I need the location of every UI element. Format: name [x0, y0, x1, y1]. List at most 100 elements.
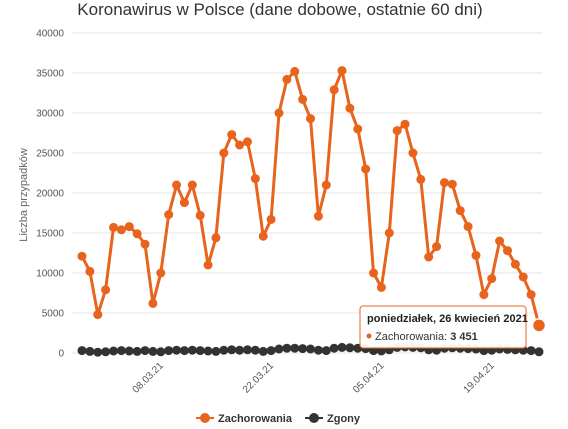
- data-point-zgony[interactable]: [227, 345, 237, 355]
- data-point-zachorowania[interactable]: [447, 179, 457, 189]
- data-point-zgony[interactable]: [258, 346, 268, 356]
- data-point-zachorowania[interactable]: [479, 290, 489, 300]
- data-point-zachorowania[interactable]: [518, 272, 528, 282]
- data-point-zachorowania[interactable]: [306, 114, 315, 124]
- data-point-zachorowania[interactable]: [439, 178, 449, 188]
- data-point-zachorowania[interactable]: [282, 74, 292, 84]
- data-point-zachorowania[interactable]: [85, 266, 95, 276]
- data-point-zgony[interactable]: [298, 344, 308, 354]
- data-point-zgony[interactable]: [132, 346, 142, 356]
- data-point-zachorowania[interactable]: [369, 268, 379, 278]
- data-point-zachorowania[interactable]: [77, 251, 87, 261]
- data-point-zgony[interactable]: [195, 346, 205, 356]
- data-point-zachorowania[interactable]: [140, 239, 150, 249]
- data-point-zgony[interactable]: [321, 346, 331, 356]
- data-point-zgony[interactable]: [313, 345, 323, 355]
- legend-item-zachorowania[interactable]: Zachorowania: [196, 413, 293, 425]
- data-point-zgony[interactable]: [77, 346, 87, 356]
- data-point-zachorowania[interactable]: [179, 198, 189, 208]
- data-point-zgony[interactable]: [329, 343, 339, 353]
- data-point-zachorowania[interactable]: [495, 236, 505, 246]
- data-point-zachorowania[interactable]: [132, 229, 142, 239]
- data-point-zachorowania[interactable]: [408, 148, 418, 158]
- data-point-zachorowania[interactable]: [93, 310, 103, 320]
- data-point-zachorowania[interactable]: [156, 268, 166, 278]
- data-point-zgony[interactable]: [109, 346, 119, 356]
- data-point-zgony[interactable]: [203, 346, 213, 356]
- data-point-zachorowania[interactable]: [219, 148, 229, 158]
- data-point-zachorowania[interactable]: [266, 214, 276, 224]
- data-point-zachorowania[interactable]: [392, 126, 402, 136]
- data-point-zachorowania[interactable]: [455, 206, 465, 216]
- data-point-zachorowania[interactable]: [116, 225, 126, 235]
- data-point-zgony[interactable]: [266, 346, 276, 356]
- series-zachorowania[interactable]: [77, 66, 547, 333]
- data-point-zgony[interactable]: [140, 346, 150, 356]
- data-point-zachorowania[interactable]: [329, 85, 339, 95]
- data-point-zgony[interactable]: [211, 346, 221, 356]
- data-point-zachorowania[interactable]: [290, 66, 300, 76]
- data-point-zgony[interactable]: [148, 346, 158, 356]
- data-point-zgony[interactable]: [156, 347, 166, 357]
- data-point-zachorowania[interactable]: [109, 222, 119, 232]
- data-point-zachorowania[interactable]: [172, 180, 182, 190]
- data-point-zgony[interactable]: [306, 344, 315, 354]
- data-point-zgony[interactable]: [274, 344, 284, 354]
- data-point-zgony[interactable]: [172, 345, 182, 355]
- data-point-zachorowania[interactable]: [235, 140, 245, 150]
- data-point-zachorowania[interactable]: [187, 180, 197, 190]
- data-point-zachorowania[interactable]: [298, 94, 308, 104]
- data-point-zgony[interactable]: [235, 345, 245, 355]
- data-point-zachorowania[interactable]: [361, 164, 371, 174]
- data-point-zachorowania[interactable]: [353, 124, 363, 134]
- data-point-zgony[interactable]: [242, 345, 252, 355]
- data-point-zachorowania[interactable]: [510, 259, 520, 269]
- data-point-zachorowania[interactable]: [227, 130, 237, 140]
- data-point-zachorowania[interactable]: [250, 174, 260, 184]
- data-point-zachorowania[interactable]: [345, 103, 355, 113]
- data-point-zgony[interactable]: [187, 345, 197, 355]
- data-point-zachorowania[interactable]: [487, 274, 497, 284]
- data-point-zgony[interactable]: [219, 345, 229, 355]
- data-point-zachorowania[interactable]: [526, 290, 536, 300]
- data-point-zachorowania[interactable]: [376, 282, 386, 292]
- data-point-zachorowania[interactable]: [337, 66, 347, 76]
- highlighted-data-point[interactable]: [531, 318, 547, 333]
- data-point-zachorowania[interactable]: [242, 137, 252, 147]
- data-point-zachorowania[interactable]: [400, 119, 410, 129]
- data-point-zgony[interactable]: [282, 343, 292, 353]
- data-point-zachorowania[interactable]: [471, 250, 481, 260]
- data-point-zachorowania[interactable]: [274, 108, 284, 118]
- data-point-zachorowania[interactable]: [148, 298, 158, 308]
- data-point-zgony[interactable]: [179, 346, 189, 356]
- data-point-zgony[interactable]: [124, 346, 134, 356]
- data-point-zgony[interactable]: [337, 342, 347, 352]
- data-point-zachorowania[interactable]: [203, 260, 213, 270]
- data-point-zachorowania[interactable]: [432, 242, 442, 252]
- data-point-zachorowania[interactable]: [416, 174, 426, 184]
- data-point-zgony[interactable]: [534, 347, 544, 357]
- data-point-zgony[interactable]: [526, 346, 536, 356]
- data-point-zgony[interactable]: [376, 346, 386, 356]
- data-point-zgony[interactable]: [250, 345, 260, 355]
- data-point-zgony[interactable]: [345, 343, 355, 353]
- data-point-zachorowania[interactable]: [124, 222, 134, 232]
- data-point-zgony[interactable]: [93, 347, 103, 357]
- data-point-zgony[interactable]: [164, 346, 174, 356]
- legend-item-zgony[interactable]: Zgony: [305, 413, 361, 425]
- data-point-zachorowania[interactable]: [258, 231, 268, 241]
- data-point-zgony[interactable]: [290, 343, 300, 353]
- data-point-zgony[interactable]: [85, 346, 95, 356]
- data-point-zachorowania[interactable]: [164, 210, 174, 220]
- data-point-zachorowania[interactable]: [502, 246, 512, 256]
- data-point-zgony[interactable]: [116, 346, 126, 356]
- data-point-zachorowania[interactable]: [101, 285, 111, 295]
- data-point-zgony[interactable]: [101, 347, 111, 357]
- data-point-zachorowania[interactable]: [211, 233, 221, 243]
- data-point-zachorowania[interactable]: [321, 180, 331, 190]
- data-point-zachorowania[interactable]: [463, 222, 473, 232]
- data-point-zachorowania[interactable]: [195, 210, 205, 220]
- data-point-zachorowania[interactable]: [424, 252, 434, 262]
- data-point-zachorowania[interactable]: [384, 228, 394, 238]
- data-point-zachorowania[interactable]: [313, 211, 323, 221]
